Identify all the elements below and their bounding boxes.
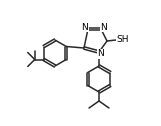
- Text: N: N: [101, 23, 107, 32]
- Text: SH: SH: [117, 36, 129, 44]
- Text: N: N: [82, 23, 88, 32]
- Text: N: N: [98, 50, 104, 58]
